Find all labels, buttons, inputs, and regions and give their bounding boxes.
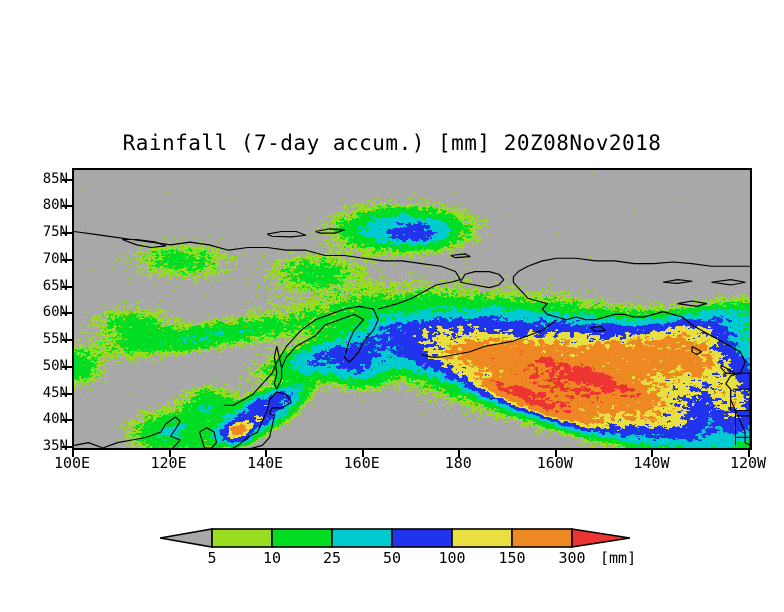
colorbar-tick-label: 5 — [207, 549, 217, 567]
y-tick — [62, 339, 72, 342]
y-axis-label: 85N — [42, 170, 68, 187]
map-plot-area — [72, 168, 752, 450]
x-tick — [72, 448, 74, 457]
colorbar-tick-label: 25 — [322, 549, 342, 567]
y-axis-label: 50N — [42, 357, 68, 374]
y-axis-label: 80N — [42, 197, 68, 214]
y-tick — [62, 419, 72, 422]
y-axis-label: 40N — [42, 411, 68, 428]
precipitation-field — [74, 170, 750, 448]
x-tick — [265, 448, 268, 457]
colorbar-tick-label: 100 — [438, 549, 466, 567]
y-tick — [62, 446, 72, 448]
x-axis-label: 180 — [444, 454, 472, 472]
y-tick — [62, 312, 72, 315]
y-tick — [62, 178, 72, 181]
x-tick — [458, 448, 461, 457]
y-tick — [62, 232, 72, 235]
colorbar — [160, 527, 630, 549]
x-tick — [748, 448, 750, 457]
y-axis-label: 45N — [42, 384, 68, 401]
colorbar-tick-label: 300 — [558, 549, 586, 567]
x-tick — [554, 448, 557, 457]
y-axis-label: 35N — [42, 438, 68, 454]
x-axis-label: 140E — [247, 454, 284, 472]
x-axis-label: 120W — [729, 454, 767, 472]
y-axis-label: 65N — [42, 277, 68, 294]
y-tick — [62, 205, 72, 208]
x-tick — [168, 448, 171, 457]
y-tick — [62, 365, 72, 368]
x-axis-label: 100E — [53, 454, 91, 472]
x-axis-label: 160W — [536, 454, 573, 472]
y-axis-label: 70N — [42, 250, 68, 267]
y-axis-label: 60N — [42, 304, 68, 321]
colorbar-tick-label: 10 — [262, 549, 282, 567]
chart-title-container: Rainfall (7-day accum.) [mm] 20Z08Nov201… — [0, 131, 784, 155]
x-tick — [361, 448, 364, 457]
y-tick — [62, 285, 72, 288]
x-axis-label: 160E — [343, 454, 380, 472]
page-title: Rainfall (7-day accum.) [mm] 20Z08Nov201… — [122, 131, 662, 155]
x-axis-label: 120E — [150, 454, 187, 472]
y-tick — [62, 392, 72, 395]
y-tick — [62, 258, 72, 261]
x-tick — [651, 448, 654, 457]
colorbar-tick-label: 50 — [382, 549, 402, 567]
colorbar-tick-label: 150 — [498, 549, 526, 567]
x-axis-label: 140W — [633, 454, 670, 472]
y-axis-label: 75N — [42, 224, 68, 241]
y-axis-label: 55N — [42, 331, 68, 348]
colorbar-unit-label: [mm] — [600, 549, 637, 567]
